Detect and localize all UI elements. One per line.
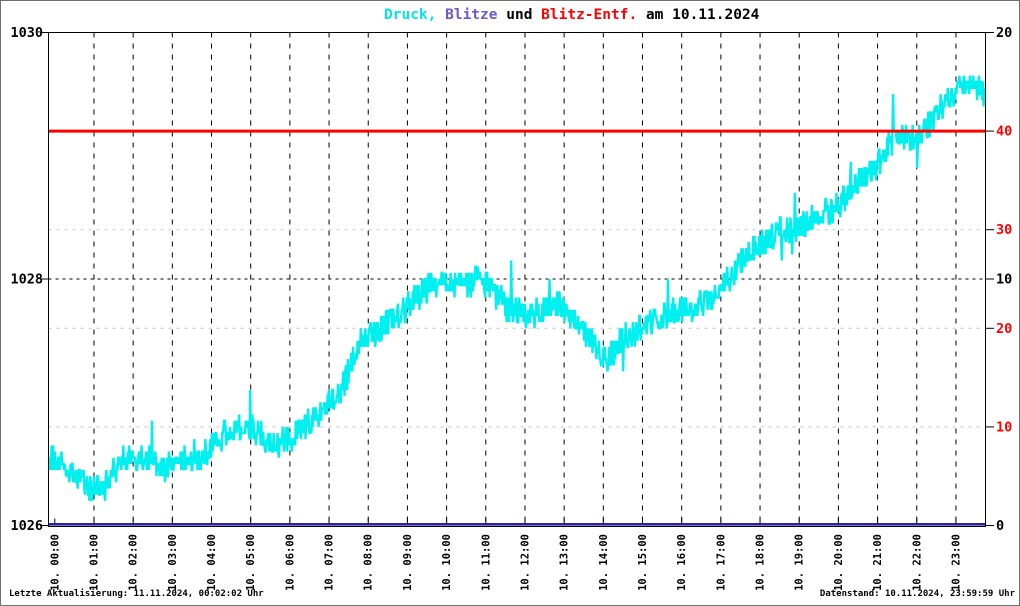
lightning-tick-label: 20 xyxy=(996,25,1012,41)
x-axis-label: 10. 13:00 xyxy=(559,534,571,591)
lightning-tick-label: 0 xyxy=(996,518,1004,534)
x-axis-label: 10. 21:00 xyxy=(872,534,884,591)
x-axis-label: 10. 00:00 xyxy=(49,534,61,591)
pressure-tick-label: 1030 xyxy=(10,25,43,41)
x-axis-label: 10. 14:00 xyxy=(598,534,610,591)
x-axis-label: 10. 10:00 xyxy=(441,534,453,591)
x-axis-label: 10. 18:00 xyxy=(755,534,767,591)
x-axis-label: 10. 11:00 xyxy=(480,534,492,591)
title-segment: Blitz-Entf. xyxy=(541,7,638,23)
distance-tick-label: 10 xyxy=(996,419,1012,435)
pressure-series-line xyxy=(48,75,986,501)
pressure-tick-label: 1028 xyxy=(10,272,43,288)
x-axis-label: 10. 22:00 xyxy=(911,534,923,591)
x-axis-label: 10. 03:00 xyxy=(167,534,179,591)
x-axis-label: 10. 16:00 xyxy=(676,534,688,591)
x-axis-label: 10. 05:00 xyxy=(245,534,257,591)
chart-title: Druck, Blitze und Blitz-Entf. am 10.11.2… xyxy=(384,6,759,24)
x-axis-label: 10. 06:00 xyxy=(284,534,296,591)
x-axis-label: 10. 17:00 xyxy=(715,534,727,591)
x-axis-label: 10. 07:00 xyxy=(324,534,336,591)
title-segment: und xyxy=(497,7,542,23)
title-segment: Blitze xyxy=(436,7,498,23)
distance-tick-label: 30 xyxy=(996,222,1012,238)
x-axis-label: 10. 12:00 xyxy=(519,534,531,591)
footer-last-update: Letzte Aktualisierung: 11.11.2024, 00:02… xyxy=(9,589,264,599)
x-axis-label: 10. 09:00 xyxy=(402,534,414,591)
x-axis-label: 10. 08:00 xyxy=(363,534,375,591)
title-segment: Druck, xyxy=(384,7,437,23)
title-segment: am 10.11.2024 xyxy=(637,7,760,23)
distance-tick-label: 40 xyxy=(996,124,1012,140)
x-axis-label: 10. 04:00 xyxy=(206,534,218,591)
x-axis-label: 10. 01:00 xyxy=(88,534,100,591)
footer-data-state: Datenstand: 10.11.2024, 23:59:59 Uhr xyxy=(819,589,1015,599)
pressure-tick-label: 1026 xyxy=(10,518,43,534)
x-axis-label: 10. 20:00 xyxy=(833,534,845,591)
lightning-tick-label: 10 xyxy=(996,272,1012,288)
distance-tick-label: 20 xyxy=(996,321,1012,337)
x-axis-label: 10. 19:00 xyxy=(794,534,806,591)
x-axis-label: 10. 15:00 xyxy=(637,534,649,591)
x-axis-label: 10. 02:00 xyxy=(128,534,140,591)
x-axis-label: 10. 23:00 xyxy=(950,534,962,591)
